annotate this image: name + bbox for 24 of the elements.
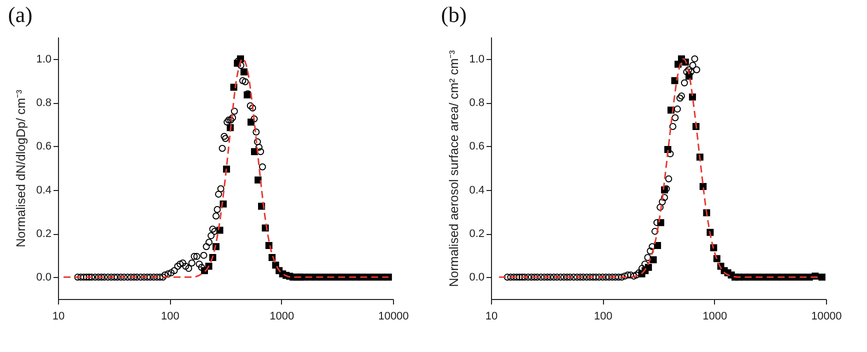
- x-tick-label: 10000: [378, 310, 409, 322]
- x-tick-label: 1000: [270, 310, 294, 322]
- x-tick-label: 100: [594, 310, 612, 322]
- y-axis-title: Normalised aerosol surface area/ cm² cm⁻³: [447, 50, 462, 287]
- chart-title: (a): [8, 2, 32, 27]
- x-tick-label: 10: [52, 310, 65, 322]
- y-tick-label: 0.4: [36, 184, 52, 196]
- chart-title: (b): [441, 2, 467, 27]
- y-tick-label: 1.0: [36, 53, 52, 66]
- y-tick-label: 0.6: [469, 140, 484, 153]
- y-tick-label: 0.2: [469, 228, 484, 240]
- x-tick-label: 100: [160, 310, 180, 322]
- y-tick-label: 0.0: [469, 272, 484, 284]
- y-tick-label: 0.4: [469, 184, 484, 196]
- x-tick-label: 1000: [702, 310, 728, 322]
- y-tick-label: 0.2: [36, 228, 52, 240]
- y-tick-label: 0.6: [36, 140, 52, 153]
- x-tick-label: 10000: [811, 310, 842, 322]
- y-tick-label: 0.8: [469, 97, 484, 109]
- y-axis-title: Normalised dN/dlogDp/ cm⁻³: [14, 90, 28, 248]
- y-tick-label: 1.0: [469, 53, 484, 66]
- x-tick-label: 10: [485, 310, 498, 322]
- y-tick-label: 0.8: [36, 97, 52, 109]
- y-tick-label: 0.0: [36, 272, 52, 284]
